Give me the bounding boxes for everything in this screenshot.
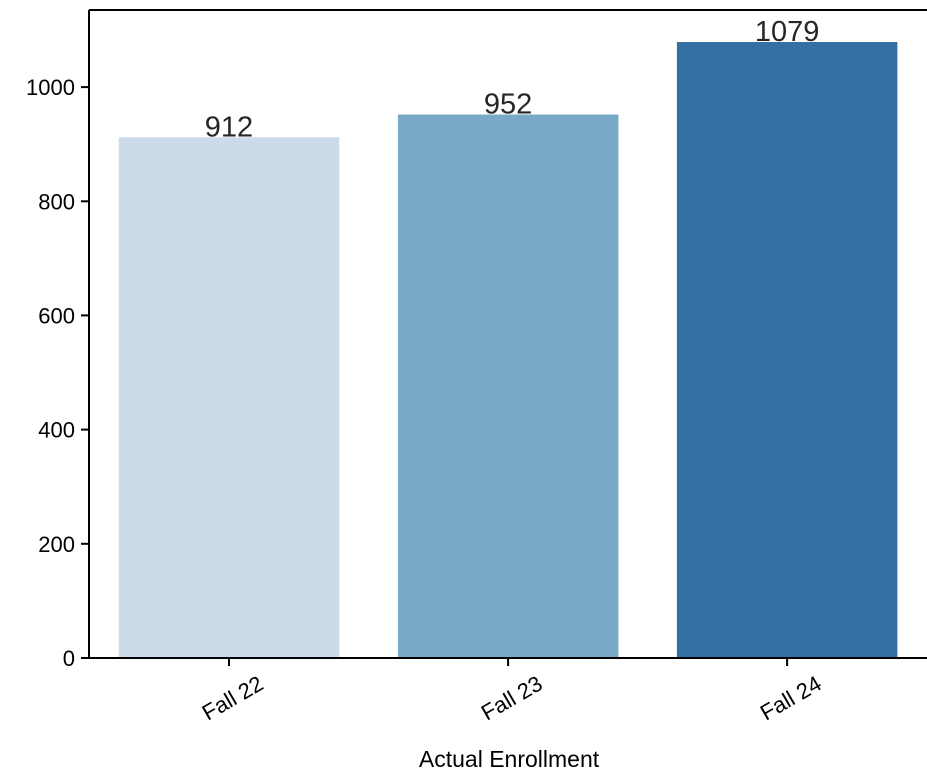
data-label-fall-23: 952: [484, 89, 532, 121]
x-axis-title: Actual Enrollment: [419, 746, 600, 772]
bar-fall-24: [676, 42, 898, 658]
y-tick-label: 800: [38, 189, 75, 214]
y-ticks-group: 0 200 400 600 800 1000: [26, 75, 89, 671]
bars-group: [118, 42, 898, 659]
data-label-fall-24: 1079: [755, 16, 820, 48]
x-tick-label-fall-24: Fall 24: [756, 671, 826, 726]
y-tick-label: 600: [38, 303, 75, 328]
x-ticks-group: Fall 22 Fall 23 Fall 24: [198, 658, 826, 725]
data-label-fall-22: 912: [205, 111, 253, 143]
bar-fall-23: [397, 114, 619, 658]
bar-fall-22: [118, 137, 340, 659]
x-tick-label-fall-23: Fall 23: [477, 671, 547, 726]
x-tick-label-fall-22: Fall 22: [198, 671, 268, 726]
y-tick-label: 1000: [26, 75, 75, 100]
y-tick-label: 400: [38, 418, 75, 443]
y-tick-label: 0: [63, 646, 75, 671]
data-labels-group: 912 952 1079: [205, 16, 820, 143]
y-tick-label: 200: [38, 532, 75, 557]
